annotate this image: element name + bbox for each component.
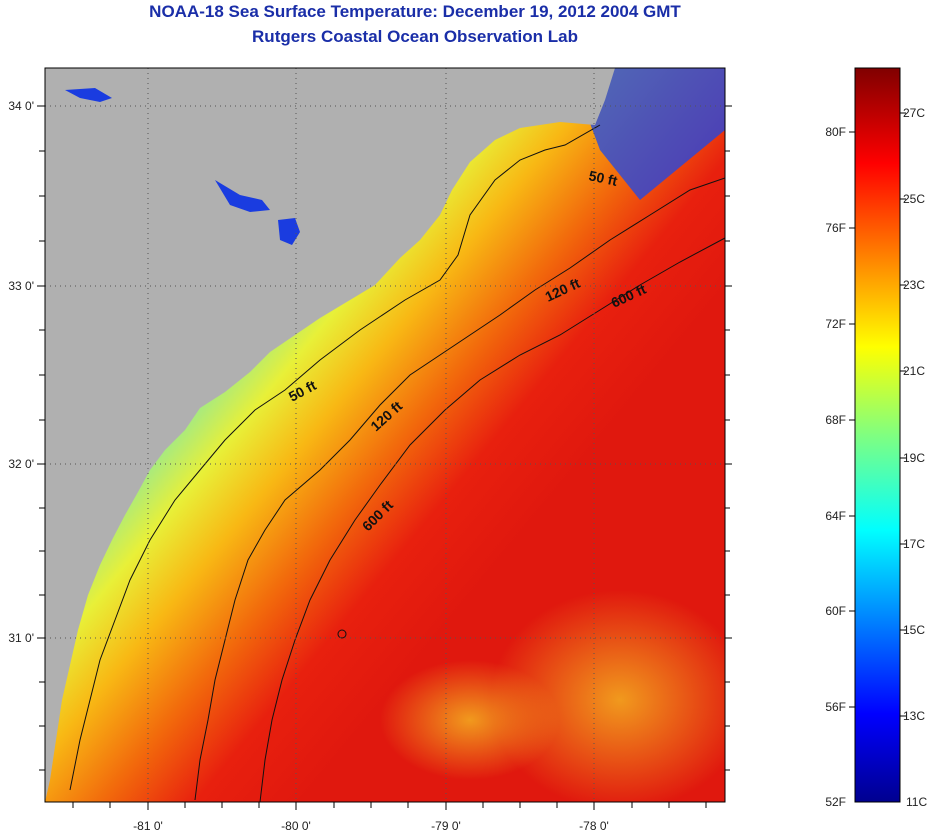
lat-label: 32 0' <box>8 457 34 471</box>
colorbar-label-c: 13C <box>903 709 925 723</box>
colorbar-ticks <box>849 112 906 717</box>
colorbar-label-c: 17C <box>903 537 925 551</box>
lon-label: -81 0' <box>133 819 163 832</box>
inland-lake <box>215 180 270 212</box>
temperature-colorbar <box>854 67 901 803</box>
lat-label: 34 0' <box>8 99 34 113</box>
contour-120ft <box>194 177 725 801</box>
map-title: NOAA-18 Sea Surface Temperature: Decembe… <box>149 2 681 21</box>
colorbar-label-c: 19C <box>903 451 925 465</box>
colorbar-label-c: 21C <box>903 364 925 378</box>
colorbar-label-c: 27C <box>903 106 925 120</box>
inland-lake <box>65 88 112 102</box>
colorbar-label-c: 25C <box>903 192 925 206</box>
inland-lake <box>278 218 300 245</box>
warm-eddy <box>380 660 560 780</box>
land-mass <box>45 68 615 802</box>
colorbar-label-f: 60F <box>825 604 846 618</box>
colorbar-label-f: 80F <box>825 125 846 139</box>
map-frame <box>44 67 726 803</box>
contour-600ft <box>259 237 725 802</box>
map-area[interactable] <box>45 68 750 810</box>
colorbar-label-c: 23C <box>903 278 925 292</box>
lon-label: -80 0' <box>281 819 311 832</box>
colorbar-label-f: 72F <box>825 317 846 331</box>
lon-label: -79 0' <box>431 819 461 832</box>
colorbar-label-c: 11C <box>906 795 927 809</box>
colorbar-label-f: 76F <box>825 221 846 235</box>
contour-50ft <box>69 124 601 791</box>
lat-label: 31 0' <box>8 631 34 645</box>
colorbar-label-f: 64F <box>825 509 846 523</box>
lon-label: -78 0' <box>579 819 609 832</box>
contour-label-50ft: 50 ft <box>587 167 619 189</box>
lat-label: 33 0' <box>8 279 34 293</box>
colorbar-label-f: 56F <box>825 700 846 714</box>
colorbar-label-f: 68F <box>825 413 846 427</box>
graticule <box>45 68 725 802</box>
contour-closed-loop <box>337 629 347 639</box>
axis-ticks <box>37 105 732 810</box>
colorbar-label-f: 52F <box>825 795 846 809</box>
map-subtitle: Rutgers Coastal Ocean Observation Lab <box>252 27 578 46</box>
colorbar-label-c: 15C <box>903 623 925 637</box>
